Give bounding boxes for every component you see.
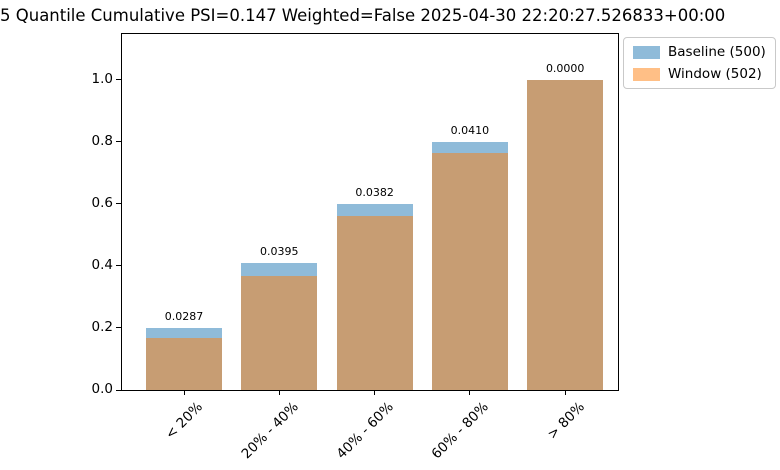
y-tick-mark [116,141,121,143]
x-tick-mark [469,390,471,395]
bar-window-2 [336,215,413,390]
y-tick-mark [116,389,121,391]
x-tick-label: 20% - 40% [238,399,302,463]
legend-label-baseline: Baseline (500) [668,44,766,60]
legend-item-window: Window (502) [633,66,766,82]
legend-label-window: Window (502) [668,66,762,82]
chart-title: 5 Quantile Cumulative PSI=0.147 Weighted… [0,6,726,25]
y-tick-mark [116,203,121,205]
bar-value-label-2: 0.0382 [355,185,394,199]
x-tick-label: 40% - 60% [333,399,397,463]
y-tick-label: 0.0 [91,381,113,397]
bar-window-0 [146,338,222,390]
bar-value-label-1: 0.0395 [260,245,299,259]
x-tick-mark [183,390,185,395]
bar-value-label-3: 0.0410 [450,123,490,137]
legend-swatch-window-icon [633,67,660,81]
bar-window-1 [241,275,318,390]
x-tick-mark [374,390,376,395]
legend: Baseline (500) Window (502) [623,37,776,89]
bar-value-label-0: 0.0287 [164,309,204,323]
y-tick-mark [116,265,121,267]
y-tick-label: 0.8 [91,132,113,149]
legend-item-baseline: Baseline (500) [633,44,766,60]
x-tick-label: < 20% [162,399,207,443]
x-tick-label: 60% - 80% [428,399,493,463]
y-tick-mark [116,79,121,81]
legend-swatch-baseline-icon [633,45,660,59]
y-tick-mark [116,327,121,329]
x-tick-mark [564,390,566,395]
y-tick-label: 0.4 [91,256,113,273]
y-tick-label: 1.0 [91,70,113,87]
x-tick-mark [278,390,280,395]
bar-window-3 [431,153,508,390]
y-tick-label: 0.6 [91,194,113,211]
y-tick-label: 0.2 [91,318,113,335]
plot-area: < 20% 0.0287 20% - 40% 0.0395 40% - 60% 0.038… [116,33,619,462]
bar-value-label-4: 0.0000 [545,61,585,75]
x-tick-label: > 80% [543,399,588,443]
bar-window-4 [527,79,604,390]
